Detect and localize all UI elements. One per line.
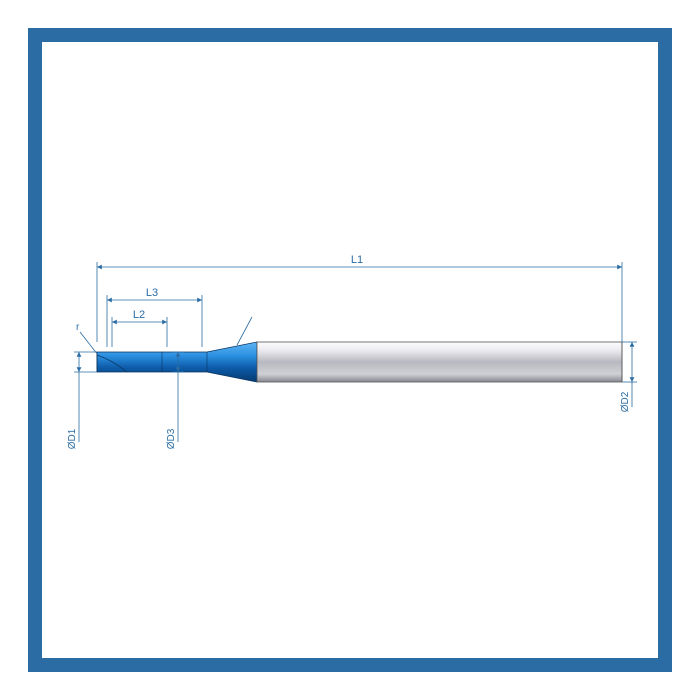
- dim-helix: [237, 317, 252, 345]
- dim-L1: [97, 262, 622, 342]
- label-D1: ØD1: [67, 428, 78, 449]
- tool-body: [97, 342, 622, 382]
- dim-r: [80, 332, 98, 355]
- label-r: r: [76, 322, 80, 333]
- diagram-canvas: L1 L3 L2 r ØD1 ØD3 ØD2: [42, 42, 658, 658]
- label-D3: ØD3: [166, 428, 177, 449]
- dim-D1: [74, 352, 97, 442]
- label-L3: L3: [146, 287, 158, 299]
- outer-frame: L1 L3 L2 r ØD1 ØD3 ØD2: [0, 0, 700, 700]
- dim-L2: [112, 317, 167, 347]
- label-L2: L2: [133, 309, 145, 321]
- label-L1: L1: [351, 254, 363, 266]
- label-D2: ØD2: [620, 391, 631, 412]
- diagram-border: L1 L3 L2 r ØD1 ØD3 ØD2: [28, 28, 672, 672]
- dim-L3: [107, 295, 202, 347]
